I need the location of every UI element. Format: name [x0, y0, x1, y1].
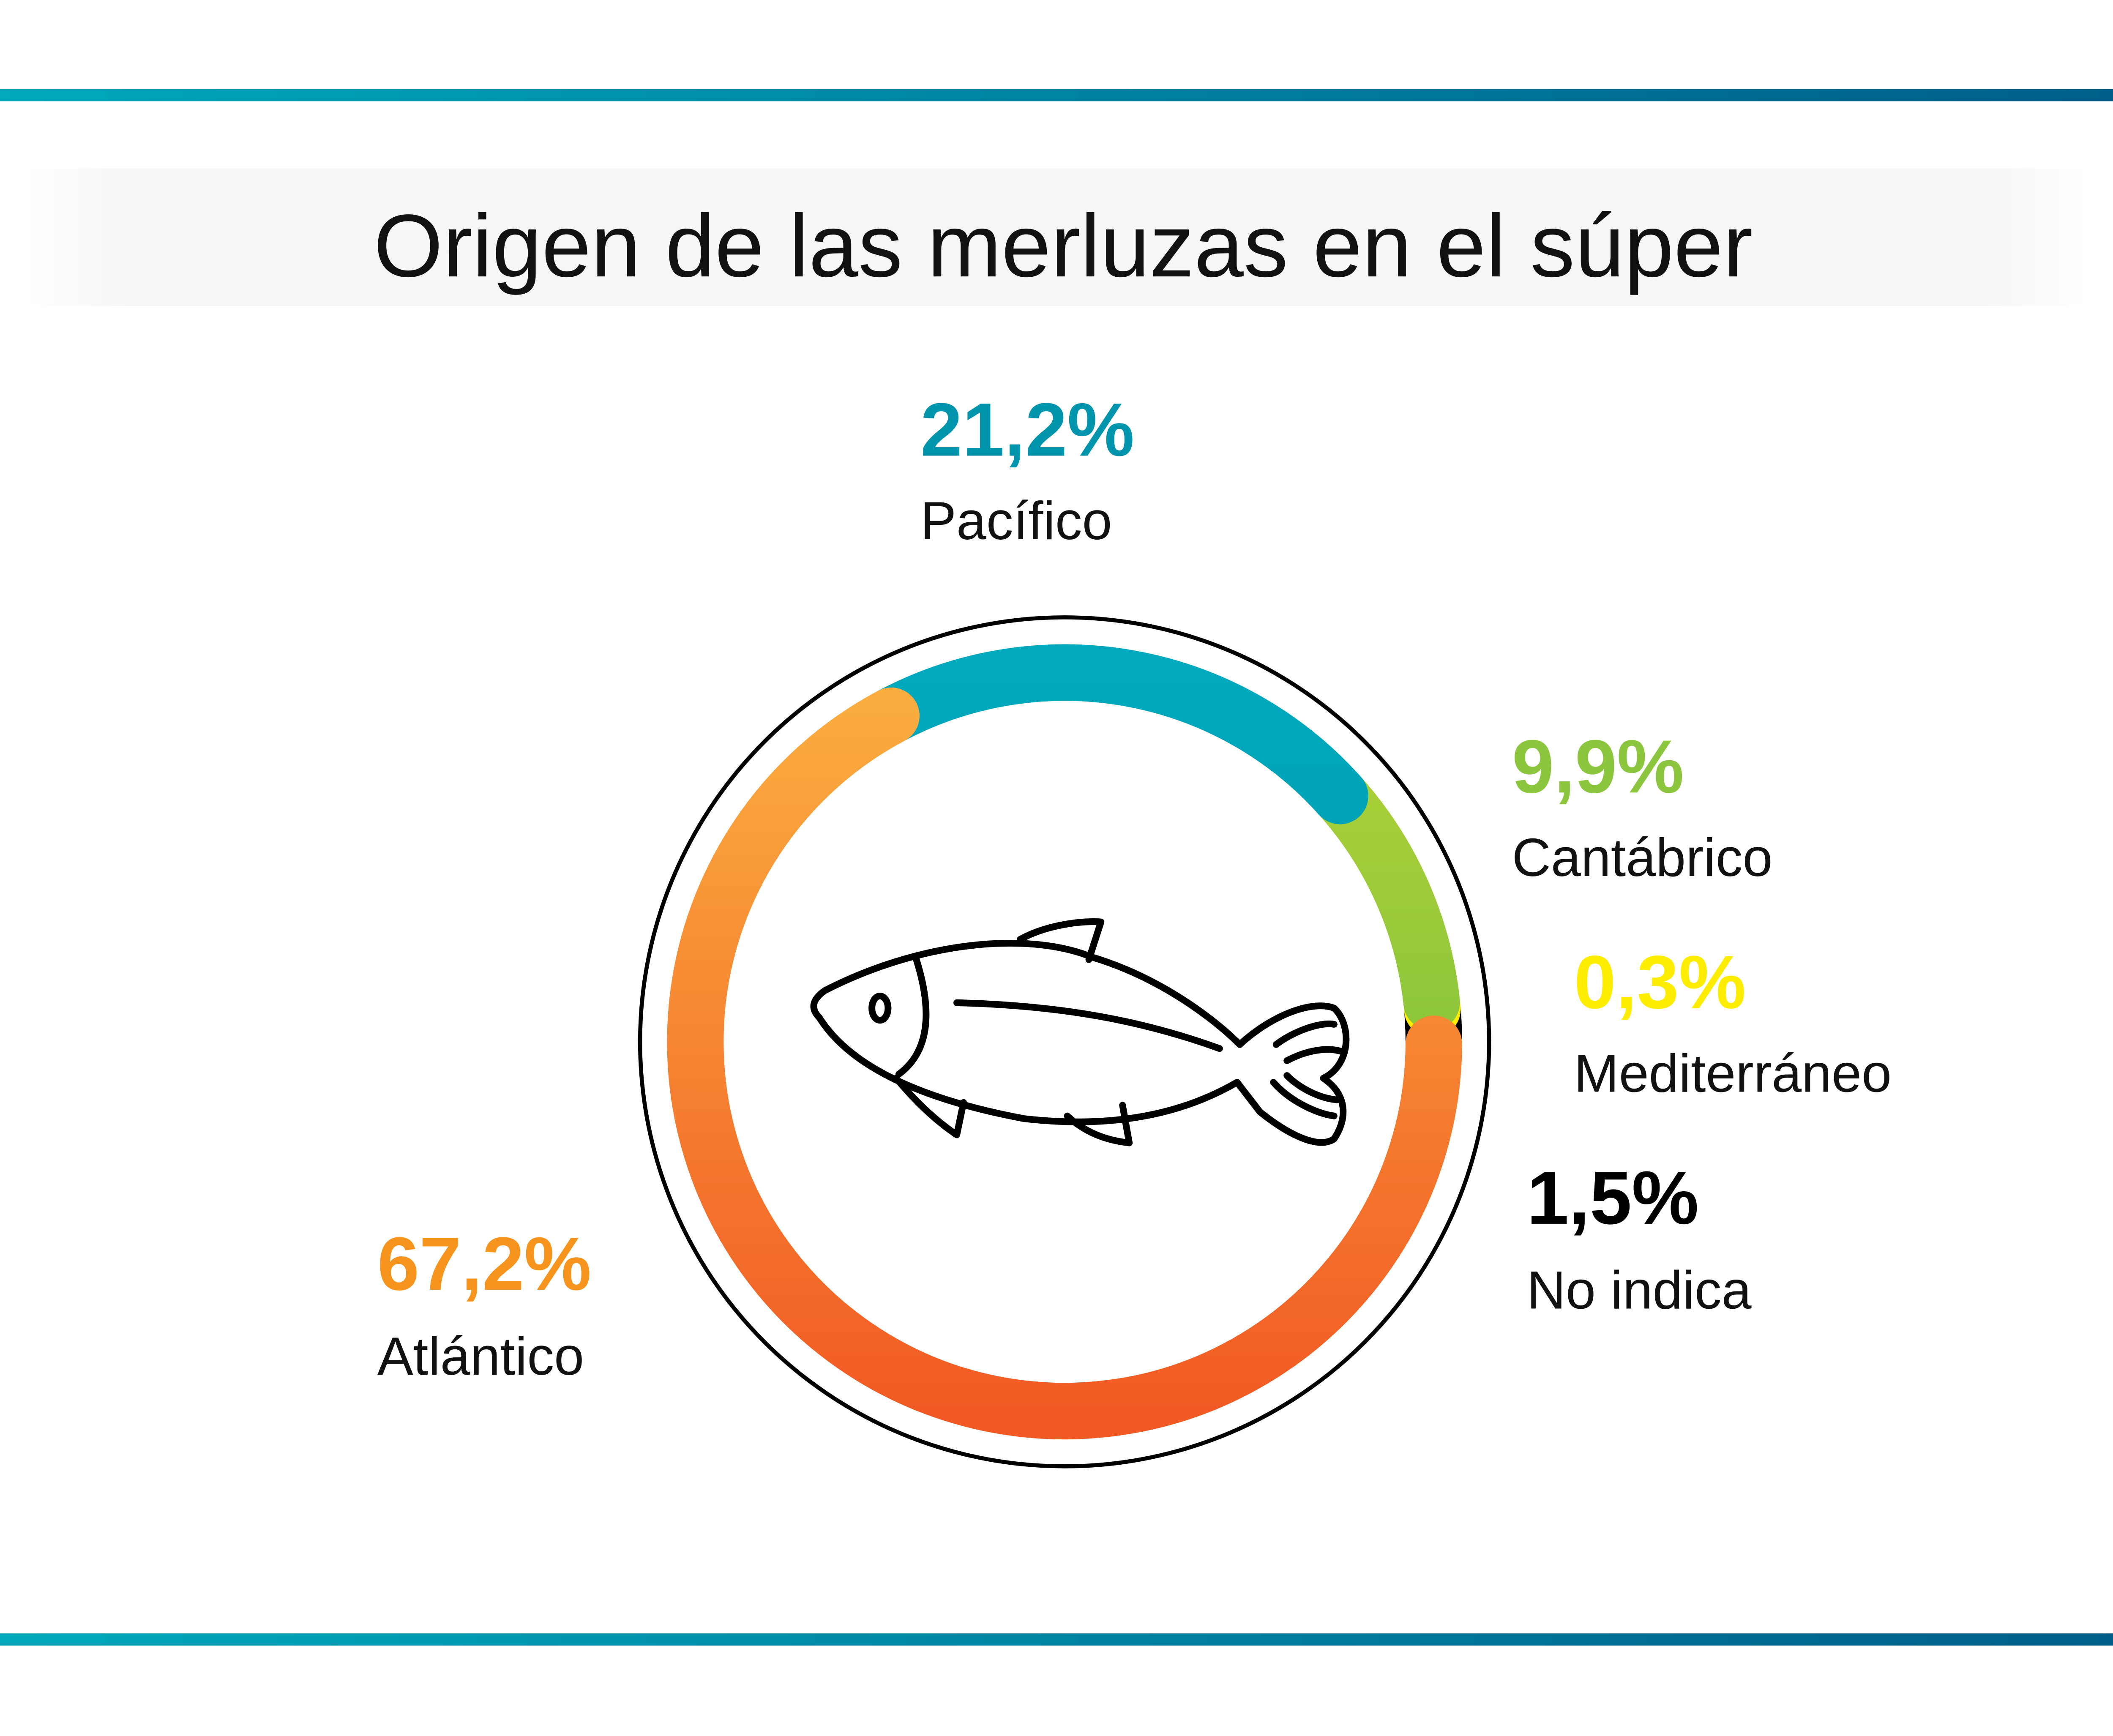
fish-icon	[810, 918, 1350, 1146]
label-pacifico: 21,2% Pacífico	[920, 387, 1134, 551]
outer-ring	[638, 615, 1491, 1469]
category-label: No indica	[1527, 1261, 1752, 1321]
value-label: 1,5%	[1527, 1155, 1699, 1240]
chart-title: Origen de las merluzas en el súper	[374, 196, 1753, 295]
category-label: Pacífico	[920, 491, 1112, 551]
title-band	[27, 169, 2086, 306]
top-accent-bar	[0, 89, 2113, 101]
label-atlantico: 67,2% Atlántico	[377, 1221, 591, 1387]
category-label: Mediterráneo	[1574, 1043, 1892, 1103]
bottom-accent-bar	[0, 1633, 2113, 1646]
value-label: 67,2%	[377, 1221, 591, 1306]
label-cantabrico: 9,9% Cantábrico	[1512, 724, 1773, 888]
label-no-indica: 1,5% No indica	[1527, 1155, 1752, 1321]
value-label: 9,9%	[1512, 724, 1684, 808]
value-label: 0,3%	[1574, 940, 1746, 1024]
donut-slice-atlantico	[667, 687, 1462, 1439]
category-label: Atlántico	[377, 1327, 584, 1387]
donut-slice-pacifico	[863, 644, 1368, 824]
label-mediterraneo: 0,3% Mediterráneo	[1574, 940, 1892, 1104]
donut-arcs	[667, 644, 1462, 1439]
category-label: Cantábrico	[1512, 828, 1773, 888]
value-label: 21,2%	[920, 387, 1134, 472]
donut-slice-cantabrico	[1311, 767, 1460, 1031]
